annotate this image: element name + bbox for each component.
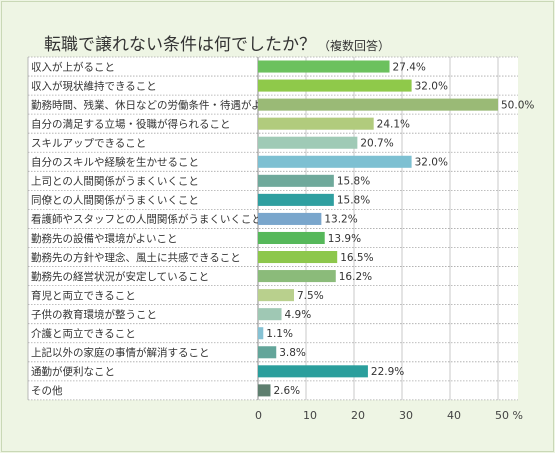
x-tick-label: 20 xyxy=(351,409,365,422)
bar xyxy=(258,251,338,264)
value-label: 50.0% xyxy=(501,99,534,111)
bar xyxy=(258,231,325,244)
value-label: 16.5% xyxy=(340,252,373,264)
category-label: 収入が現状維持できること xyxy=(31,79,157,92)
category-label: 上司との人間関係がうまくいくこと xyxy=(31,175,199,188)
bar xyxy=(258,136,358,149)
bar xyxy=(258,384,271,397)
value-label: 16.2% xyxy=(339,271,372,283)
bar xyxy=(258,365,368,378)
chart-title: 転職で譲れない条件は何でしたか？ （複数回答） xyxy=(44,30,390,55)
title-subtitle: （複数回答） xyxy=(318,39,391,53)
value-label: 13.9% xyxy=(328,233,361,245)
value-label: 24.1% xyxy=(377,118,410,130)
value-label: 22.9% xyxy=(371,366,404,378)
bar xyxy=(258,346,277,359)
bar xyxy=(258,327,264,340)
category-label: 勤務先の設備や環境がよいこと xyxy=(31,232,177,245)
x-tick-label: 30 xyxy=(399,409,413,422)
category-label: 収入が上がること xyxy=(31,60,115,73)
value-label: 32.0% xyxy=(415,157,448,169)
value-label: 13.2% xyxy=(324,214,357,226)
category-label: 子供の教育環境が整うこと xyxy=(31,308,157,321)
value-label: 15.8% xyxy=(337,195,370,207)
category-label: 介護と両立できること xyxy=(31,327,136,340)
value-label: 1.1% xyxy=(266,328,293,340)
value-label: 3.8% xyxy=(279,347,306,359)
category-label: 看護師やスタッフとの人間関係がうまくいくこと xyxy=(31,213,262,226)
x-tick-label: 10 xyxy=(303,409,317,422)
value-label: 15.8% xyxy=(337,176,370,188)
bar xyxy=(258,193,334,206)
category-label: 育児と両立できること xyxy=(31,289,136,302)
category-label: 勤務先の経営状況が安定していること xyxy=(31,270,209,283)
bar xyxy=(258,289,294,302)
category-label: 通勤が便利なこと xyxy=(31,365,115,378)
value-label: 7.5% xyxy=(297,290,324,302)
value-label: 27.4% xyxy=(393,61,426,73)
category-label: その他 xyxy=(31,384,63,397)
category-label: 自分の満足する立場・役職が得られること xyxy=(31,117,231,130)
bar xyxy=(258,212,322,225)
value-label: 20.7% xyxy=(360,138,393,150)
category-label: 自分のスキルや経験を生かせること xyxy=(31,156,199,169)
bar xyxy=(258,79,412,92)
x-tick-label: 40 xyxy=(447,409,461,422)
bar xyxy=(258,308,282,321)
x-tick-label: 0 xyxy=(255,409,262,422)
bar xyxy=(258,174,334,187)
category-label: 勤務先の方針や理念、風土に共感できること xyxy=(31,251,241,264)
value-label: 32.0% xyxy=(415,80,448,92)
value-label: 4.9% xyxy=(285,309,312,321)
value-label: 2.6% xyxy=(273,385,300,397)
bar xyxy=(258,60,390,73)
bar xyxy=(258,98,498,111)
bar xyxy=(258,117,374,130)
bar xyxy=(258,155,412,168)
x-tick-label: 50 % xyxy=(495,409,523,422)
title-main: 転職で譲れない条件は何でしたか？ xyxy=(44,35,316,55)
bar xyxy=(258,270,336,283)
category-label: 上記以外の家庭の事情が解消すること xyxy=(31,346,210,359)
category-label: スキルアップできること xyxy=(31,138,146,150)
category-label: 同僚との人間関係がうまくいくこと xyxy=(31,194,199,207)
category-label: 勤務時間、残業、休日などの労働条件・待遇がよいこと xyxy=(31,98,293,111)
